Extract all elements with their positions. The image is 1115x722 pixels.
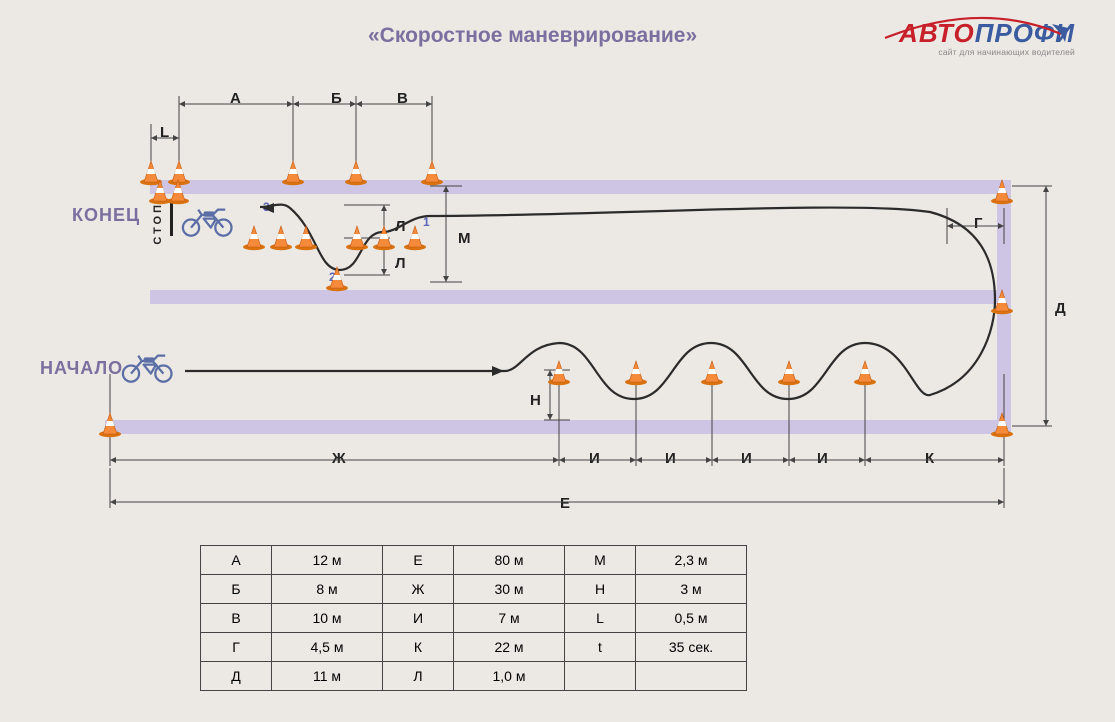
dim-letter-A: А xyxy=(230,90,241,107)
dim-letter-B: Б xyxy=(331,90,342,107)
table-cell xyxy=(565,662,636,691)
cone-icon xyxy=(701,361,723,385)
table-cell: 4,5 м xyxy=(272,633,383,662)
motorcycle-icon xyxy=(183,210,232,236)
lane-h-2 xyxy=(105,420,1011,434)
lane-h-1 xyxy=(150,290,1010,304)
label-stop: СТОП xyxy=(152,202,164,245)
dim-letter-D: Д xyxy=(1055,300,1066,317)
cone-icon xyxy=(270,226,292,250)
dim-letter-M: М xyxy=(458,230,471,247)
dim-letter-I3: И xyxy=(741,450,752,467)
table-cell: Ж xyxy=(383,575,454,604)
table-cell: 8 м xyxy=(272,575,383,604)
table-cell: М xyxy=(565,546,636,575)
cone-icon xyxy=(625,361,647,385)
cone-icon xyxy=(295,226,317,250)
dim-letter-Ll1: Л xyxy=(395,218,406,235)
table-cell: 3 м xyxy=(636,575,747,604)
logo: АВТОПРОФИсайт для начинающих водителей xyxy=(899,18,1075,57)
label-start: НАЧАЛО xyxy=(40,358,123,379)
dim-letter-E: Е xyxy=(560,495,570,512)
table-cell: И xyxy=(383,604,454,633)
dim-letter-L: L xyxy=(160,124,169,141)
dim-letter-Ll2: Л xyxy=(395,255,406,272)
dim-letter-I4: И xyxy=(817,450,828,467)
table-cell: Е xyxy=(383,546,454,575)
diagram-title: «Скоростное маневрирование» xyxy=(368,24,697,48)
cone-icon xyxy=(548,361,570,385)
table-cell: 7 м xyxy=(454,604,565,633)
cone-icon xyxy=(854,361,876,385)
table-cell: 11 м xyxy=(272,662,383,691)
stop-line xyxy=(170,200,173,236)
logo-arc-icon xyxy=(861,12,1081,42)
table-cell: Д xyxy=(201,662,272,691)
table-cell: L xyxy=(565,604,636,633)
cone-icon xyxy=(373,226,395,250)
motorcycle-icon xyxy=(123,356,172,382)
table-cell: Г xyxy=(201,633,272,662)
table-cell: В xyxy=(201,604,272,633)
dim-letter-N: Н xyxy=(530,392,541,409)
table-cell: 80 м xyxy=(454,546,565,575)
table-cell: 1,0 м xyxy=(454,662,565,691)
table-cell: А xyxy=(201,546,272,575)
table-cell: 10 м xyxy=(272,604,383,633)
table-cell: 12 м xyxy=(272,546,383,575)
gate-num-3: 3 xyxy=(263,200,270,214)
label-end: КОНЕЦ xyxy=(72,205,140,226)
dim-letter-Zh: Ж xyxy=(332,450,346,467)
cone-icon xyxy=(243,226,265,250)
table-cell: К xyxy=(383,633,454,662)
cone-icon xyxy=(404,226,426,250)
table-cell: Н xyxy=(565,575,636,604)
dim-letter-V: В xyxy=(397,90,408,107)
table-cell: 35 сек. xyxy=(636,633,747,662)
gate-num-2: 2 xyxy=(329,270,336,284)
table-cell: 30 м xyxy=(454,575,565,604)
dim-letter-I2: И xyxy=(665,450,676,467)
cone-icon xyxy=(778,361,800,385)
lane-v xyxy=(997,180,1011,434)
dim-letter-G: Г xyxy=(974,215,983,232)
lane-h-0 xyxy=(150,180,1010,194)
table-cell: Л xyxy=(383,662,454,691)
cone-icon xyxy=(346,226,368,250)
table-cell xyxy=(636,662,747,691)
table-cell: 0,5 м xyxy=(636,604,747,633)
dimensions-table: А12 мЕ80 мМ2,3 м Б8 мЖ30 мН3 м В10 мИ7 мL0… xyxy=(200,545,747,691)
table-cell: t xyxy=(565,633,636,662)
dim-letter-K: К xyxy=(925,450,934,467)
gate-num-1: 1 xyxy=(423,215,430,229)
table-cell: 2,3 м xyxy=(636,546,747,575)
table-cell: 22 м xyxy=(454,633,565,662)
table-cell: Б xyxy=(201,575,272,604)
dim-letter-I1: И xyxy=(589,450,600,467)
